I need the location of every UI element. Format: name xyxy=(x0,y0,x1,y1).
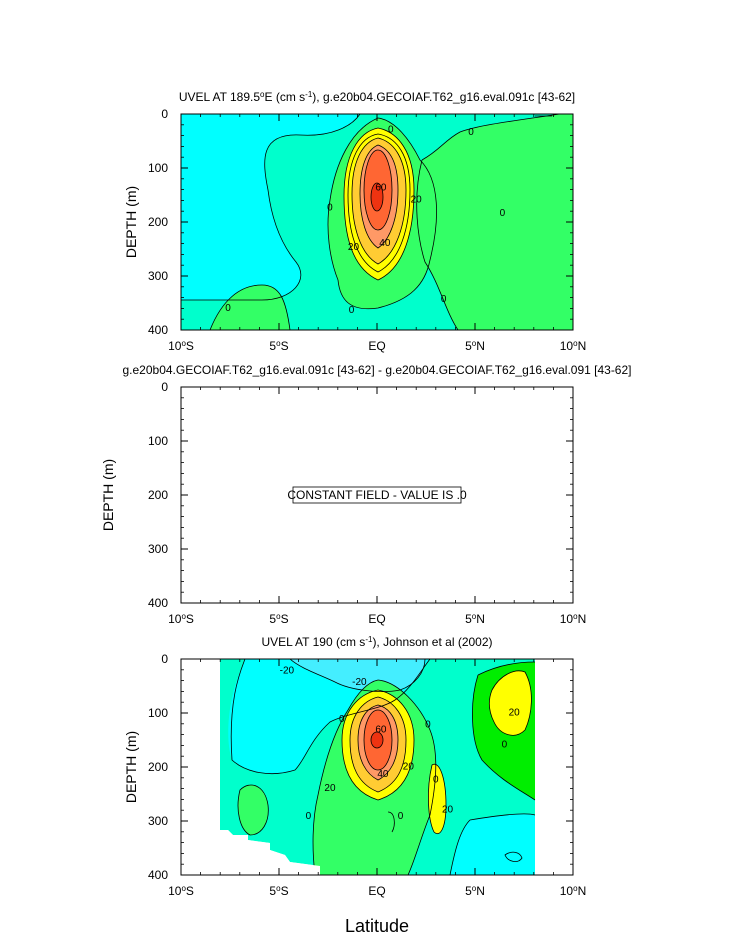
contour-fill-red-core xyxy=(371,732,383,748)
missing-data-mask xyxy=(181,659,320,875)
panel-2-title: g.e20b04.GECOIAF.T62_g16.eval.091c [43-6… xyxy=(123,363,632,377)
x-tick-label: 5oS xyxy=(269,339,288,353)
panel-3-ylabel: DEPTH (m) xyxy=(123,731,139,803)
contour-label: 0 xyxy=(468,127,474,138)
x-tick-label: 5oS xyxy=(269,612,288,626)
x-tick-label: 10oS xyxy=(168,339,194,353)
contour-label: 20 xyxy=(411,194,423,205)
panel-1: UVEL AT 189.5oE (cm s-1), g.e20b04.GECOI… xyxy=(123,90,586,353)
contour-fill-cyan-deep xyxy=(450,813,535,875)
contour-label: 20 xyxy=(403,761,415,772)
panel-1-field: 0 0 0 0 0 0 0 20 20 40 60 xyxy=(181,114,573,330)
x-tick-label: 5oS xyxy=(269,884,288,898)
contour-label: 60 xyxy=(375,182,387,193)
x-tick-label: 10oS xyxy=(168,612,194,626)
contour-labels-panel-3: -20 -20 0 0 0 0 0 0 20 20 20 20 40 60 xyxy=(280,665,521,822)
constant-field-annotation: CONSTANT FIELD - VALUE IS .0 xyxy=(287,488,467,502)
y-tick-label: 0 xyxy=(161,107,168,121)
contour-fill-green-east xyxy=(416,114,573,330)
y-tick-label: 400 xyxy=(148,596,168,610)
x-tick-label: 10oN xyxy=(560,612,586,626)
x-tick-label: EQ xyxy=(368,612,385,626)
contour-label: 0 xyxy=(502,739,508,750)
figure-xlabel: Latitude xyxy=(345,916,409,936)
x-tick-label: EQ xyxy=(368,339,385,353)
y-tick-label: 400 xyxy=(148,868,168,882)
contour-label: 0 xyxy=(327,202,333,213)
x-tick-label: 5oN xyxy=(465,612,485,626)
contour-label: 20 xyxy=(324,783,336,794)
y-tick-label: 0 xyxy=(161,652,168,666)
contour-fill-green-sw xyxy=(210,285,290,330)
contour-label: 0 xyxy=(441,294,447,305)
x-tick-label: 10oN xyxy=(560,884,586,898)
x-tick-label: 10oS xyxy=(168,884,194,898)
y-tick-label: 300 xyxy=(148,269,168,283)
contour-label: 60 xyxy=(375,725,387,736)
panel-3: UVEL AT 190 (cm s-1), Johnson et al (200… xyxy=(123,635,586,898)
y-tick-label: 200 xyxy=(148,760,168,774)
x-tick-label: 5oN xyxy=(465,884,485,898)
contour-label: 0 xyxy=(306,811,312,822)
contour-label: 20 xyxy=(348,242,360,253)
contour-fill-lightblue-top xyxy=(290,659,425,692)
y-tick-label: 0 xyxy=(161,380,168,394)
contour-fill-green-sw xyxy=(238,785,269,835)
contour-label: 0 xyxy=(500,208,506,219)
contour-fill-red-core xyxy=(371,183,383,211)
y-tick-label: 200 xyxy=(148,215,168,229)
contour-fill-yellow-tongue xyxy=(428,764,446,834)
contour-labels-panel-1: 0 0 0 0 0 0 0 20 20 40 60 xyxy=(225,125,506,316)
contour-label: 0 xyxy=(388,125,394,136)
panel-3-field: -20 -20 0 0 0 0 0 0 20 20 20 20 40 60 xyxy=(181,659,573,875)
contour-label: 0 xyxy=(349,305,355,316)
contour-label: 20 xyxy=(442,805,454,816)
panel-2-ylabel: DEPTH (m) xyxy=(100,459,116,531)
panel-2-axes: 10oS 5oS EQ 5oN 10oN 0 100 200 300 400 xyxy=(148,380,586,626)
x-tick-label: 5oN xyxy=(465,339,485,353)
contour-label: 0 xyxy=(433,774,439,785)
panel-1-ylabel: DEPTH (m) xyxy=(123,186,139,258)
y-tick-label: 100 xyxy=(148,161,168,175)
contour-lines-panel-1 xyxy=(181,114,561,330)
y-tick-label: 200 xyxy=(148,488,168,502)
y-tick-label: 300 xyxy=(148,542,168,556)
contour-label: 40 xyxy=(377,769,389,780)
contour-label: 0 xyxy=(425,719,431,730)
contour-label: 0 xyxy=(398,811,404,822)
contour-lines-panel-3 xyxy=(230,659,536,875)
contour-label: 20 xyxy=(509,707,521,718)
panel-2: g.e20b04.GECOIAF.T62_g16.eval.091c [43-6… xyxy=(100,363,632,626)
contour-label: -20 xyxy=(280,665,295,676)
contour-fill-yellow-east xyxy=(489,670,532,736)
y-tick-label: 300 xyxy=(148,814,168,828)
x-tick-label: EQ xyxy=(368,884,385,898)
y-tick-label: 100 xyxy=(148,706,168,720)
panel-3-title: UVEL AT 190 (cm s-1), Johnson et al (200… xyxy=(261,635,492,649)
contour-label: 40 xyxy=(379,238,391,249)
constant-field-box xyxy=(292,486,462,504)
contour-label: 0 xyxy=(339,714,345,725)
y-tick-label: 100 xyxy=(148,434,168,448)
contour-label: -20 xyxy=(352,677,367,688)
panel-1-title: UVEL AT 189.5oE (cm s-1), g.e20b04.GECOI… xyxy=(179,90,575,104)
x-tick-label: 10oN xyxy=(560,339,586,353)
contour-label: 0 xyxy=(225,303,231,314)
y-tick-label: 400 xyxy=(148,323,168,337)
